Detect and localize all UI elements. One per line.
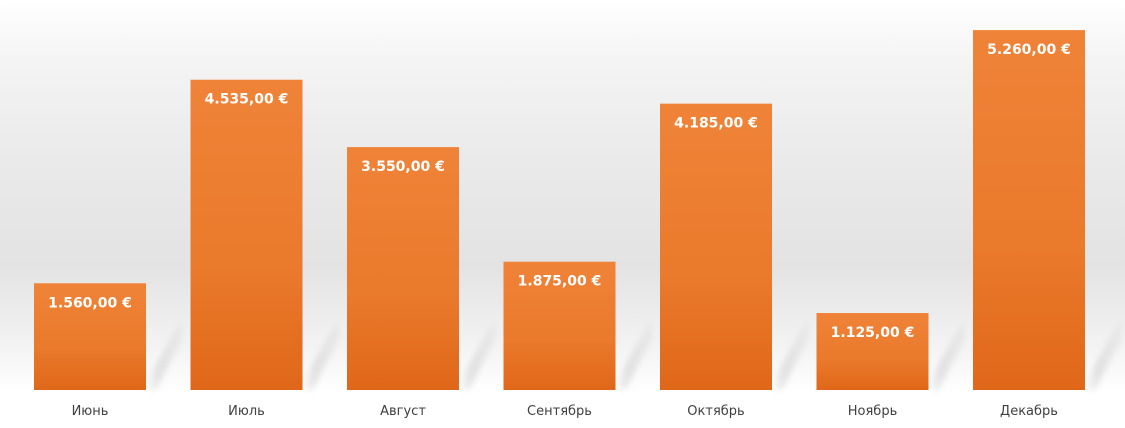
bar-shadow: [1085, 320, 1121, 390]
bar-shadow: [146, 320, 182, 390]
value-labels: 1.560,00 € 4.535,00 € 3.550,00 € 1.875,00 €…: [48, 42, 1071, 341]
category-labels: Июнь Июль Август Сентябрь Октябрь Ноябрь Декаб…: [72, 404, 1058, 419]
bar-5: [660, 103, 772, 390]
category-label: Октябрь: [687, 404, 744, 419]
bar-4: [503, 261, 616, 390]
value-label: 1.125,00 €: [831, 325, 915, 341]
bar-3: [347, 147, 459, 390]
bar-shadow: [302, 320, 339, 390]
bars: [34, 30, 1085, 391]
value-label: 1.560,00 €: [48, 295, 132, 311]
category-label: Август: [380, 404, 426, 419]
value-label: 1.875,00 €: [518, 274, 602, 290]
value-label: 3.550,00 €: [361, 159, 445, 175]
bar-shadows: [146, 320, 1121, 390]
bar-shadow: [615, 320, 652, 390]
category-label: Ноябрь: [848, 404, 897, 419]
bar-2: [190, 79, 303, 391]
bar-1: [34, 283, 146, 390]
category-label: Июль: [228, 404, 265, 419]
bar-7: [973, 30, 1085, 391]
value-label: 5.260,00 €: [987, 42, 1071, 58]
bar-shadow: [459, 320, 495, 390]
bar-6: [816, 313, 929, 390]
category-label: Июнь: [72, 404, 109, 419]
bar-shadow: [928, 320, 965, 390]
category-label: Декабрь: [1000, 404, 1058, 419]
value-label: 4.185,00 €: [674, 116, 758, 132]
bar-shadow: [772, 320, 808, 390]
category-label: Сентябрь: [527, 404, 592, 419]
value-label: 4.535,00 €: [205, 92, 289, 108]
